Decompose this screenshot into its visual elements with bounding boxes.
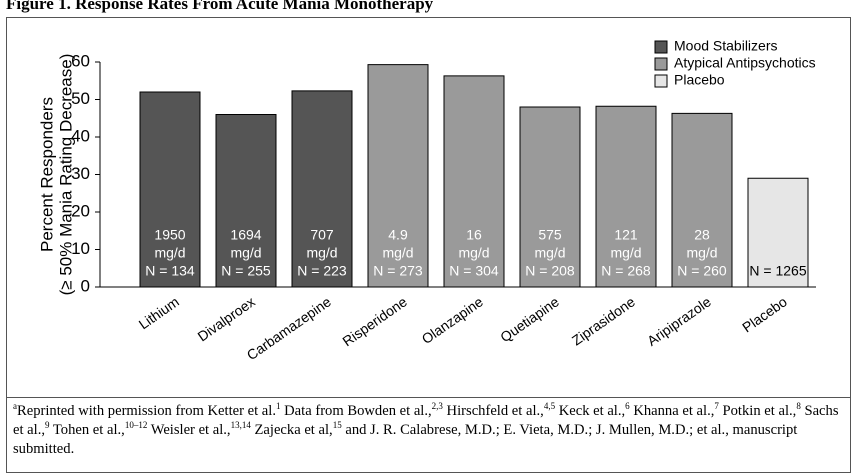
footnote-ref: 9 xyxy=(45,420,50,431)
bar-label: mg/d xyxy=(610,245,641,261)
bar-label: 1694 xyxy=(230,227,261,243)
footnote-ref: 4,5 xyxy=(543,401,556,412)
bar-label: N = 304 xyxy=(449,263,499,279)
footnote-text: and J. R. Calabrese, M.D.; E. Vieta, M.D… xyxy=(13,422,798,457)
y-tick-label: 30 xyxy=(71,164,90,183)
y-axis-label: Percent Responders xyxy=(37,97,56,252)
bar-label: N = 1265 xyxy=(749,263,806,279)
legend-swatch xyxy=(654,57,668,71)
footnote-text: Zajecka et al, xyxy=(250,422,333,438)
footnote-text: Khanna et al., xyxy=(629,403,715,419)
bar-label: N = 255 xyxy=(221,263,271,279)
footnote-text: Potkin et al., xyxy=(718,403,797,419)
bar-label: 1950 xyxy=(154,227,185,243)
x-tick-label: Aripiprazole xyxy=(644,293,714,349)
bar xyxy=(595,105,657,288)
x-tick-label: Risperidone xyxy=(339,293,410,349)
x-tick-label: Placebo xyxy=(739,293,790,335)
bar-label: 121 xyxy=(614,227,638,243)
footnote-text: Data from Bowden et al., xyxy=(280,403,432,419)
bar-label: 4.9 xyxy=(388,227,408,243)
bar-label: mg/d xyxy=(534,245,565,261)
chart-title: Figure 1. Response Rates From Acute Mani… xyxy=(6,0,434,13)
bar-label: 707 xyxy=(310,227,334,243)
legend-label: Mood Stabilizers xyxy=(674,38,778,54)
footnote-ref: 15 xyxy=(332,420,342,431)
footnote-ref: 10–12 xyxy=(124,420,148,431)
footnote-text: Reprinted with permission from Ketter et… xyxy=(17,403,276,419)
legend-swatch xyxy=(654,74,668,88)
y-tick-label: 60 xyxy=(71,51,90,70)
bar-label: N = 268 xyxy=(601,263,651,279)
footnote-text: Hirschfeld et al., xyxy=(442,403,544,419)
bar xyxy=(139,91,201,288)
bar-label: N = 273 xyxy=(373,263,423,279)
bar xyxy=(519,106,581,288)
footnote-ref: 2,3 xyxy=(431,401,443,412)
x-tick-label: Ziprasidone xyxy=(569,293,638,348)
bar-label: mg/d xyxy=(458,245,489,261)
bar xyxy=(671,112,733,288)
footnote-text: Tohen et al., xyxy=(49,422,125,438)
footnote-ref: 7 xyxy=(714,401,719,412)
bar xyxy=(367,64,429,288)
x-tick-label: Olanzapine xyxy=(419,293,486,347)
x-tick-label: Quetiapine xyxy=(497,293,562,345)
x-tick-label: Carbamazepine xyxy=(244,293,334,363)
footnote-ref: 13,14 xyxy=(230,420,251,431)
bar xyxy=(215,114,277,288)
y-tick-label: 40 xyxy=(71,126,90,145)
y-tick-label: 0 xyxy=(81,276,90,295)
footnote-text: Sachs et al., xyxy=(13,403,839,438)
x-tick-label: Lithium xyxy=(136,293,182,332)
bar-label: 16 xyxy=(466,227,482,243)
bar-label: mg/d xyxy=(230,245,261,261)
footnote-ref: 6 xyxy=(625,401,630,412)
bar xyxy=(443,75,505,288)
bar-label: 575 xyxy=(538,227,562,243)
legend-swatch xyxy=(654,40,668,54)
bar-label: N = 134 xyxy=(145,263,195,279)
y-tick-label: 10 xyxy=(71,239,90,258)
footnote-ref: a xyxy=(13,401,17,412)
bar-label: N = 208 xyxy=(525,263,575,279)
bar-label: mg/d xyxy=(306,245,337,261)
footnote-ref: 1 xyxy=(275,401,281,412)
bar xyxy=(747,177,809,288)
y-tick-label: 50 xyxy=(71,89,90,108)
footnote-ref: 8 xyxy=(796,401,801,412)
bar-label: mg/d xyxy=(686,245,717,261)
bar-label: 28 xyxy=(694,227,710,243)
bar-label: mg/d xyxy=(154,245,185,261)
footnote-text: Weisler et al., xyxy=(147,422,231,438)
footnote: aReprinted with permission from Ketter e… xyxy=(6,397,851,473)
chart: 0 10 20 30 40 50 60 Percent Responders (≥ 50% Ma… xyxy=(37,38,816,363)
x-tick-label: Divalproex xyxy=(194,293,257,344)
bar-label: N = 260 xyxy=(677,263,727,279)
legend-label: Placebo xyxy=(674,72,725,88)
legend-label: Atypical Antipsychotics xyxy=(674,55,816,71)
bar-label: mg/d xyxy=(382,245,413,261)
y-tick-label: 20 xyxy=(71,201,90,220)
y-axis-label: (≥ 50% Mania Rating Decrease) xyxy=(56,54,75,296)
bar-label: N = 223 xyxy=(297,263,347,279)
bar xyxy=(291,90,353,288)
footnote-text: Keck et al., xyxy=(555,403,626,419)
